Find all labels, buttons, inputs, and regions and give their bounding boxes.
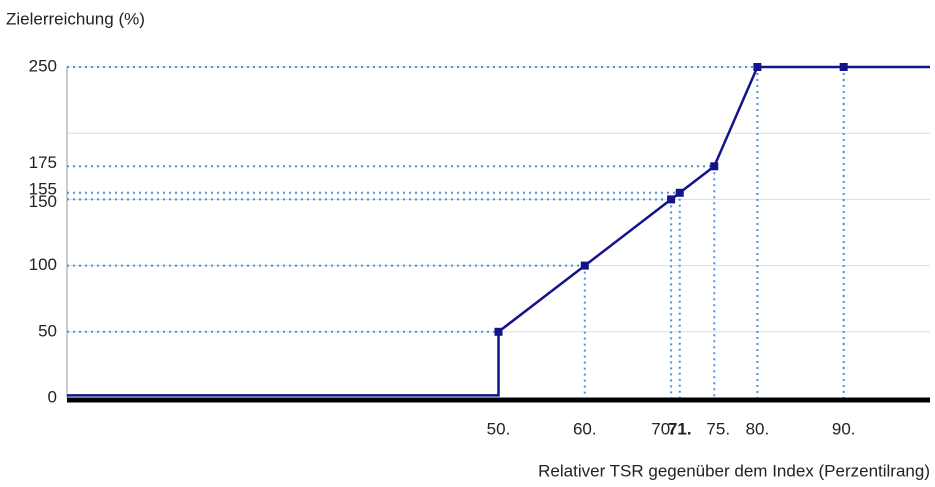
y-tick-label: 150 [29,192,57,211]
x-tick-label: 50. [487,419,511,438]
marker [753,63,762,71]
y-tick-label: 50 [38,321,57,340]
y-tick-label: 175 [29,153,57,172]
y-axis-label: Zielerreichung (%) [6,9,145,28]
x-axis-label: Relativer TSR gegenüber dem Index (Perze… [538,461,930,480]
line [67,65,930,397]
marker [839,63,848,71]
x-tick-label: 75. [706,419,730,438]
marker [710,162,719,171]
x-tick-label: 90. [832,419,856,438]
y-tick-label: 155 [29,179,57,198]
y-tick-label: 100 [29,255,57,274]
x-tick-label: 70. [651,419,675,438]
y-tick-label: 0 [48,387,57,406]
marker [675,188,684,197]
marker [667,195,676,204]
y-tick-label: 250 [29,56,57,75]
x-tick-label: 80. [746,419,770,438]
marker [494,327,503,336]
marker [580,261,589,270]
x-tick-label: 71. [668,419,692,438]
x-tick-label: 60. [573,419,597,438]
